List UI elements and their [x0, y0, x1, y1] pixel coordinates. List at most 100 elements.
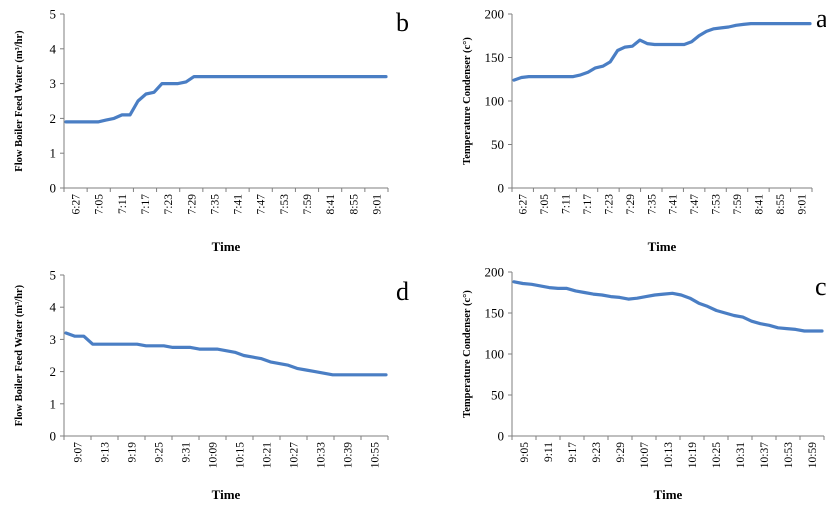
- data-point: [715, 309, 718, 312]
- data-point: [217, 76, 219, 78]
- data-point: [101, 343, 103, 345]
- x-tick-label: 10:59: [807, 442, 819, 468]
- data-point: [707, 305, 709, 307]
- y-tick-label: 50: [491, 137, 504, 152]
- data-point: [109, 343, 111, 345]
- data-point: [163, 345, 165, 347]
- data-point: [136, 343, 138, 345]
- data-point: [602, 65, 604, 67]
- data-point: [812, 330, 814, 332]
- data-point: [557, 287, 559, 289]
- data-point: [65, 121, 67, 123]
- y-tick-label: 100: [485, 94, 505, 109]
- x-tick-label: 9:11: [543, 442, 555, 462]
- y-tick-label: 0: [50, 181, 57, 196]
- panel-label: d: [396, 277, 409, 306]
- x-tick-label: 10:25: [711, 442, 723, 468]
- data-point: [751, 320, 753, 322]
- data-point: [601, 294, 603, 296]
- data-point: [587, 71, 589, 73]
- x-tick-label: 9:17: [567, 442, 579, 463]
- x-tick-label: 10:21: [262, 442, 274, 468]
- data-point: [802, 23, 804, 25]
- data-point: [757, 23, 759, 25]
- data-point: [557, 76, 560, 78]
- data-point: [636, 297, 638, 299]
- panel-label: b: [396, 8, 409, 37]
- data-point: [332, 374, 334, 376]
- y-tick-label: 0: [498, 181, 505, 196]
- x-tick-label: 9:19: [127, 442, 139, 463]
- data-point: [777, 327, 779, 329]
- data-point: [724, 312, 726, 314]
- data-point: [137, 100, 139, 102]
- data-point: [772, 23, 774, 25]
- data-point: [583, 291, 586, 294]
- y-tick-label: 100: [485, 347, 505, 362]
- y-tick-label: 4: [50, 300, 57, 315]
- x-axis-title: Time: [648, 239, 677, 254]
- data-point: [750, 23, 752, 25]
- x-tick-label: 7:29: [186, 194, 198, 215]
- data-point: [313, 76, 315, 78]
- data-point: [249, 76, 251, 78]
- chart-b: 0 1 2 3 4 5 6:27 7:05 7:11 7:17 7:23 7:29 7:35 7:41 7:…: [14, 7, 409, 255]
- data-point: [609, 61, 611, 63]
- data-point: [522, 282, 524, 285]
- data-point: [281, 76, 283, 78]
- data-point: [323, 372, 325, 374]
- data-point: [795, 328, 797, 330]
- data-point: [575, 290, 577, 292]
- y-tick-label: 150: [485, 50, 505, 65]
- data-point: [698, 35, 700, 37]
- y-tick-label: 1: [50, 146, 57, 161]
- data-point: [225, 76, 227, 78]
- x-tick-label: 7:23: [603, 194, 615, 215]
- data-point: [809, 23, 811, 25]
- y-tick-label: 50: [491, 388, 504, 403]
- x-axis-title: Time: [654, 487, 683, 502]
- x-tick-label: 7:47: [689, 194, 701, 215]
- data-point: [565, 76, 567, 78]
- x-tick-label: 8:55: [348, 194, 360, 215]
- x-tick-label: 7:35: [209, 194, 221, 215]
- x-tick-label: 7:59: [732, 194, 744, 215]
- data-point: [81, 121, 83, 123]
- x-tick-label: 7:11: [117, 194, 129, 214]
- x-tick-label: 7:35: [646, 194, 658, 215]
- panel-label: c: [815, 272, 826, 301]
- y-tick-label: 1: [50, 396, 57, 411]
- data-point: [241, 76, 243, 78]
- x-tick-label: 7:41: [668, 194, 680, 215]
- data-point: [794, 23, 796, 25]
- data-point: [821, 330, 823, 332]
- data-point: [305, 369, 307, 371]
- series-line: [512, 22, 812, 82]
- data-point: [89, 121, 91, 123]
- data-point: [118, 343, 120, 345]
- data-point: [698, 302, 700, 304]
- data-point: [735, 24, 737, 26]
- data-point: [216, 348, 218, 350]
- data-point: [617, 49, 619, 52]
- x-tick-label: 9:07: [73, 442, 85, 463]
- data-point: [654, 43, 656, 46]
- x-tick-label: 7:05: [94, 194, 106, 215]
- data-point: [803, 330, 806, 332]
- data-point: [539, 285, 542, 287]
- data-point: [189, 346, 191, 348]
- data-point: [676, 43, 678, 46]
- y-tick-label: 5: [50, 7, 57, 22]
- data-point: [209, 76, 211, 78]
- x-tick-label: 10:33: [316, 442, 328, 468]
- data-point: [289, 76, 291, 78]
- x-tick-label: 7:53: [711, 194, 723, 215]
- data-point: [705, 30, 708, 32]
- data-point: [201, 76, 203, 78]
- data-point: [181, 346, 183, 348]
- x-tick-label: 7:29: [625, 194, 637, 215]
- data-point: [74, 335, 76, 337]
- data-point: [624, 46, 626, 48]
- data-point: [113, 117, 115, 119]
